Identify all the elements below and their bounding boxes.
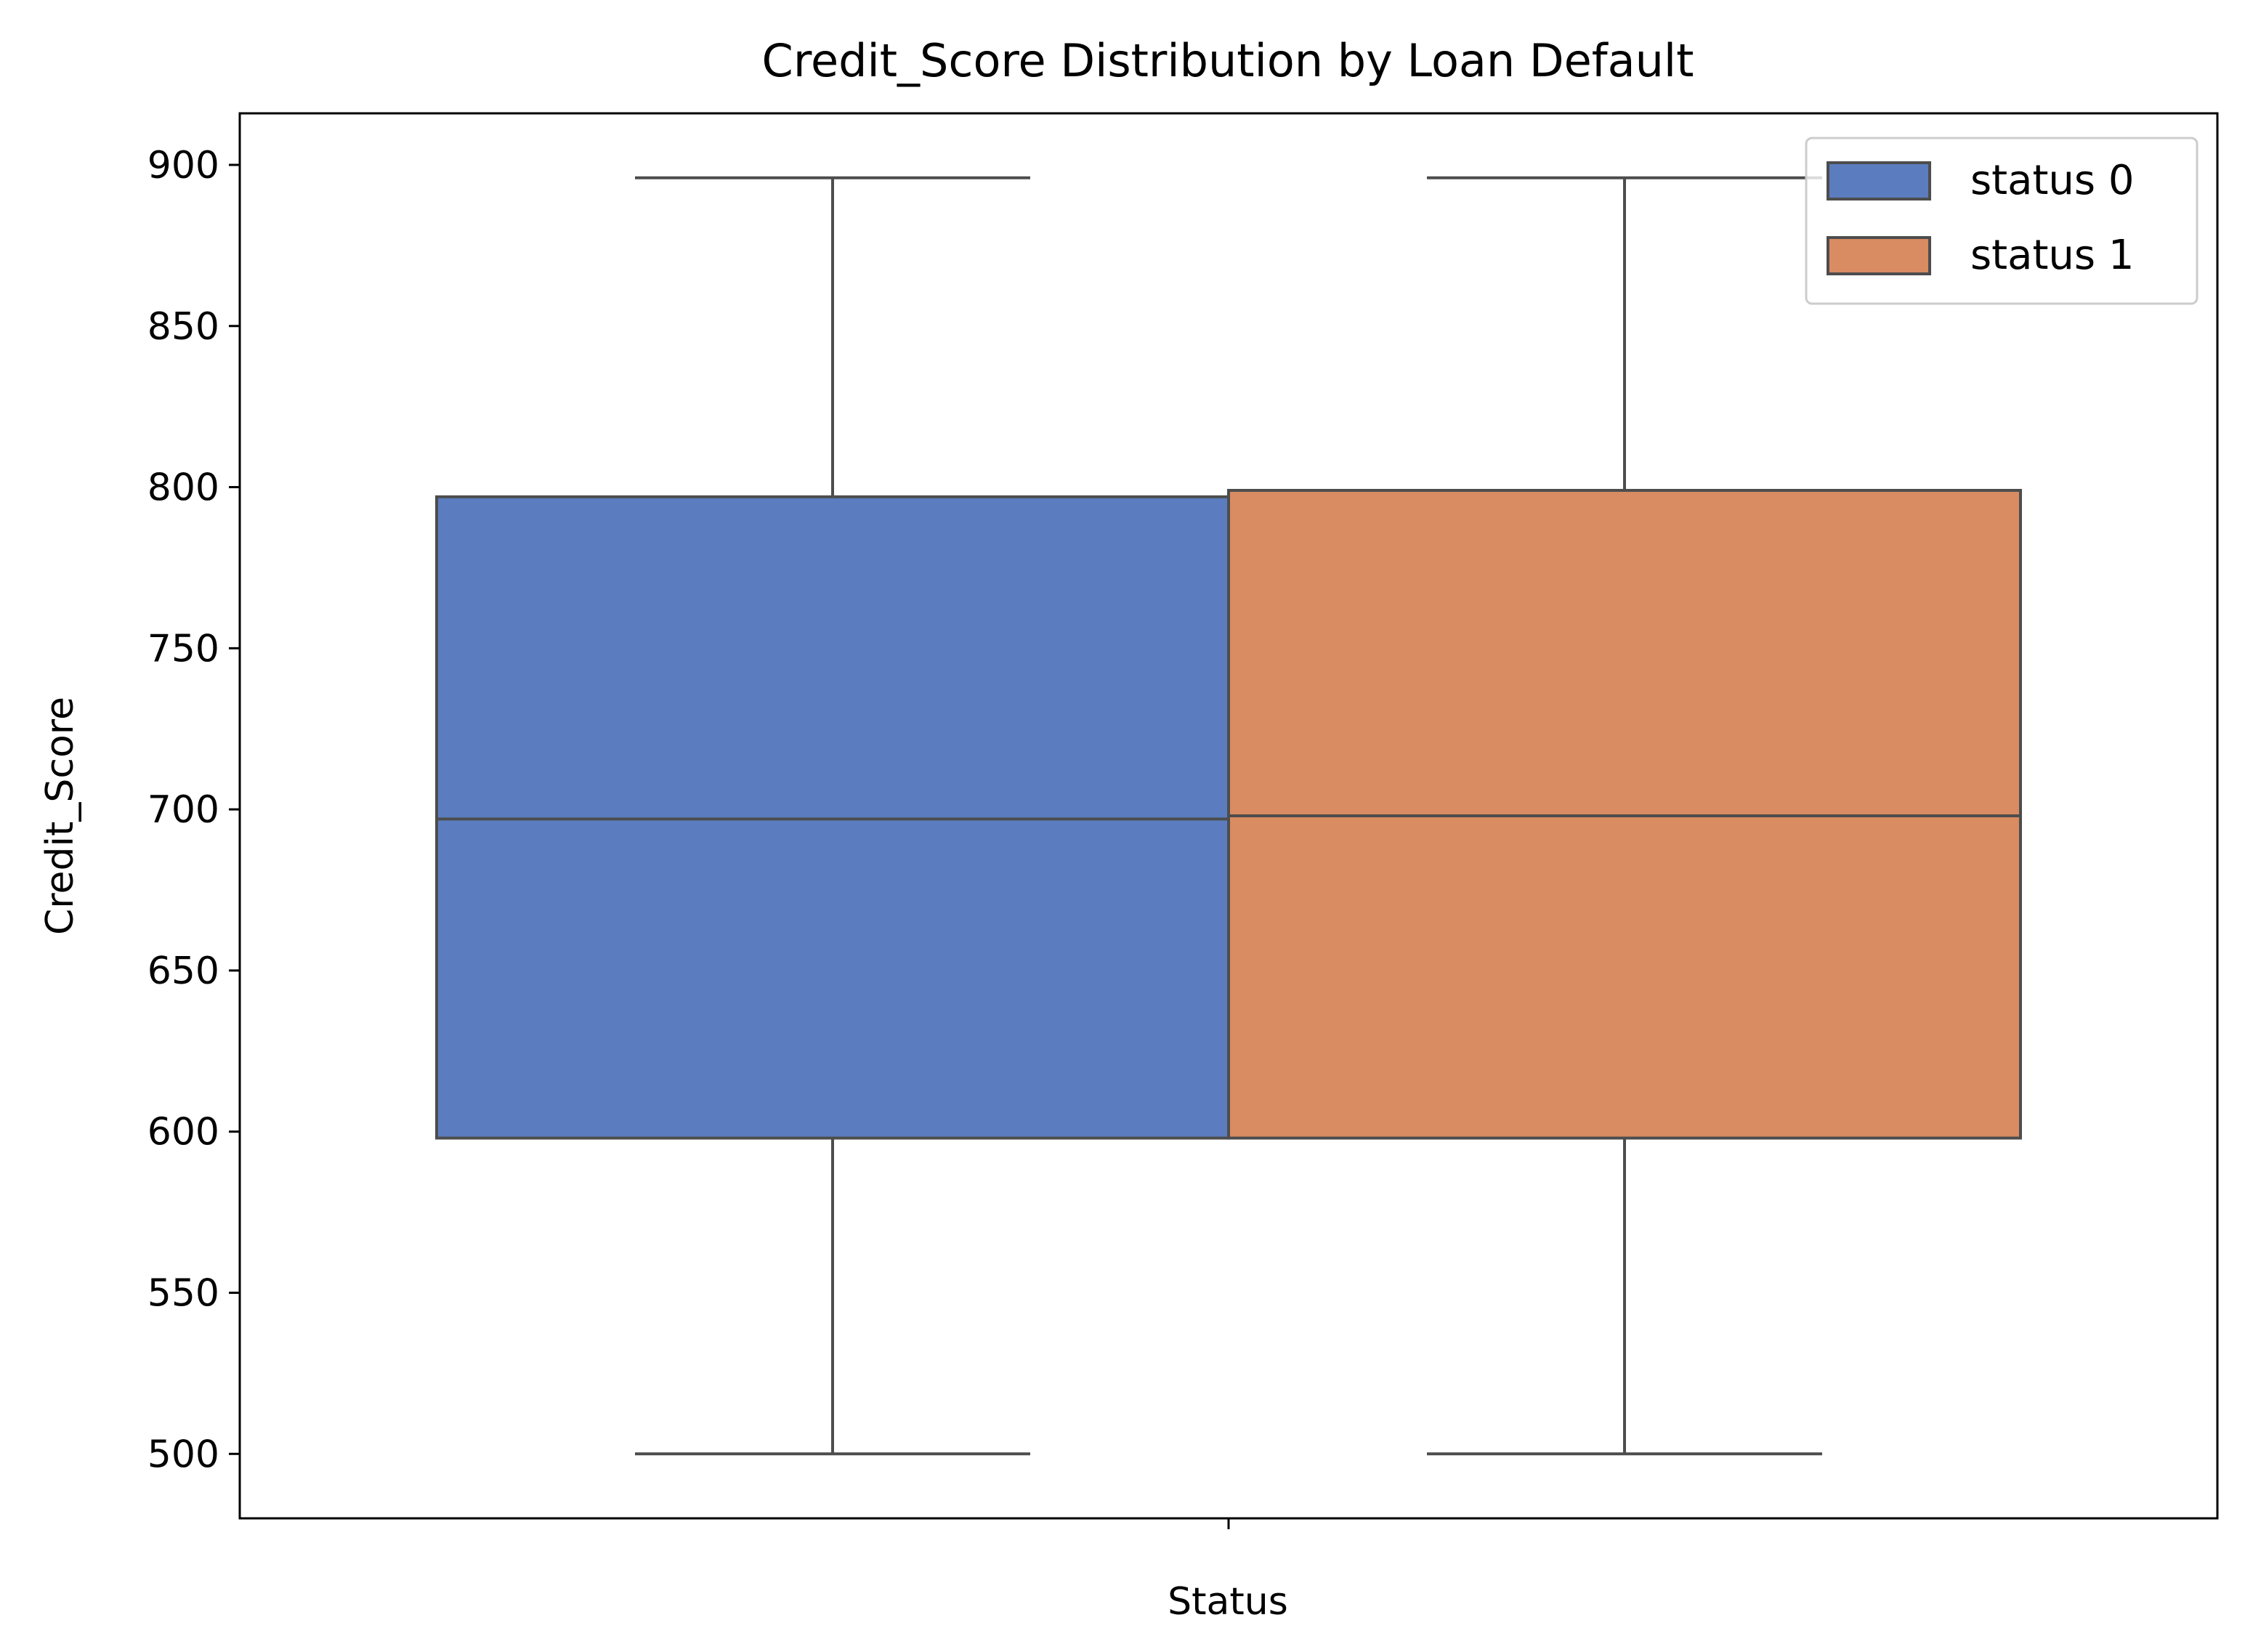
legend-swatch-status-1 (1827, 236, 1931, 275)
iqr-box-status-0 (435, 495, 1230, 1140)
y-tick-label: 700 (147, 788, 219, 832)
plot-area-frame (238, 112, 2219, 1520)
y-axis-label: Credit_Score (39, 697, 82, 935)
chart-title: Credit_Score Distribution by Loan Defaul… (762, 34, 1694, 87)
y-tick-label: 800 (147, 466, 219, 510)
legend-swatch-status-0 (1827, 161, 1931, 201)
y-tick-label: 900 (147, 144, 219, 187)
box-status-1 (1227, 176, 2022, 1456)
y-tick-label: 750 (147, 627, 219, 671)
legend-label-status-0: status 0 (1970, 157, 2135, 204)
y-tick-label: 650 (147, 950, 219, 993)
legend: status 0 status 1 (1805, 137, 2199, 305)
y-tick-label: 500 (147, 1433, 219, 1476)
iqr-box-status-1 (1227, 488, 2022, 1140)
x-axis-label: Status (1168, 1580, 1288, 1624)
y-tick-label: 600 (147, 1111, 219, 1154)
y-tick-label: 550 (147, 1271, 219, 1315)
box-plot-series (435, 176, 2022, 1456)
legend-label-status-1: status 1 (1970, 232, 2135, 279)
box-status-0 (435, 176, 1230, 1456)
y-axis-ticks: 500 550 600 650 700 750 800 850 900 (147, 144, 240, 1476)
y-tick-label: 850 (147, 305, 219, 349)
